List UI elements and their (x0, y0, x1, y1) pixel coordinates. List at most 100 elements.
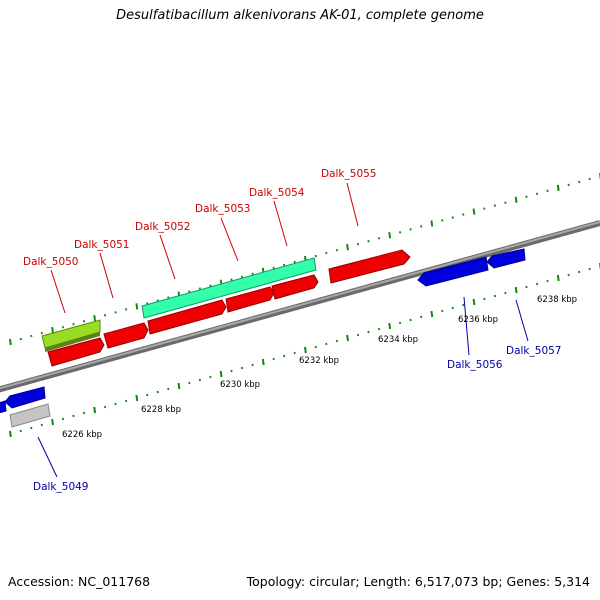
reverse-genes (0, 248, 526, 428)
bottom-scale-tick (93, 406, 97, 414)
top-scale-tick (578, 180, 581, 184)
bottom-scale-tick (462, 303, 465, 307)
gene-dalk-5050-shadow (45, 332, 100, 352)
top-scale-tick (314, 254, 317, 258)
top-scale-tick (441, 219, 444, 222)
bottom-scale-tick (61, 417, 65, 421)
bottom-scale-tick (546, 279, 549, 283)
label-dalk-5050: Dalk_5050 (23, 256, 79, 268)
top-scale-tick (114, 311, 117, 314)
top-scale-tick (135, 303, 139, 310)
bottom-scale-tick (420, 315, 423, 319)
top-scale-tick (472, 208, 476, 215)
bottom-scale-tick (135, 394, 139, 402)
genome-title: Desulfatibacillum alkenivorans AK-01, co… (116, 8, 484, 23)
gene-dalk-5056[interactable] (417, 256, 489, 287)
bottom-scale-tick (493, 294, 497, 298)
bottom-scale-tick (240, 366, 244, 370)
bottom-scale-tick (30, 426, 33, 430)
bottom-scale-tick (430, 310, 434, 318)
gene-blue-left-1[interactable] (4, 386, 46, 409)
top-scale-tick (567, 183, 570, 187)
bottom-scale-tick (209, 375, 212, 379)
top-scale-tick (430, 220, 434, 227)
label-dalk-5055: Dalk_5055 (321, 168, 377, 180)
bottom-scale-tick (103, 405, 107, 409)
gene-dalk-5051[interactable] (103, 322, 149, 349)
top-scale-tick (293, 260, 296, 264)
accession-text: Accession: NC_011768 (8, 574, 151, 589)
top-scale-tick (535, 192, 539, 196)
scale-label-6232: 6232 kbp (299, 356, 339, 366)
top-scale-tick (556, 184, 560, 191)
genome-summary-text: Topology: circular; Length: 6,517,073 bp… (246, 574, 590, 589)
bottom-scale-tick (198, 378, 202, 382)
gene-red-1[interactable] (47, 337, 105, 367)
bottom-scale-tick (272, 357, 275, 361)
bottom-scale-tick (293, 351, 296, 355)
gene-dalk-5049[interactable] (9, 403, 51, 428)
bottom-scale-tick (304, 346, 307, 354)
top-scale-tick (377, 237, 381, 240)
bottom-scale-tick (125, 399, 128, 403)
top-scale-tick (51, 327, 54, 334)
forward-genes (41, 249, 411, 367)
bottom-scale-track (9, 263, 600, 438)
label-leaders (37, 182, 529, 478)
top-gene-labels: Dalk_5050 Dalk_5051 Dalk_5052 Dalk_5053 … (23, 168, 377, 268)
gene-dalk-5057[interactable] (486, 248, 526, 269)
bottom-scale-tick (146, 393, 149, 397)
top-scale-tick (93, 315, 97, 322)
label-dalk-5051: Dalk_5051 (74, 239, 130, 251)
bottom-scale-tick (504, 291, 507, 295)
scale-label-6238: 6238 kbp (537, 295, 577, 305)
bottom-scale-tick (409, 318, 412, 322)
bottom-scale-tick (167, 387, 170, 391)
bottom-scale-tick (188, 381, 191, 385)
top-scale-tick (504, 201, 507, 204)
bottom-scale-tick (388, 322, 392, 330)
gene-red-3[interactable] (147, 299, 227, 335)
top-scale-tick (125, 308, 128, 311)
bottom-scale-tick (82, 411, 86, 415)
top-scale-tick (230, 278, 233, 281)
gene-blue-left-2[interactable] (0, 400, 7, 414)
scale-labels: 6226 kbp 6228 kbp 6230 kbp 6232 kbp 6234… (62, 295, 577, 440)
top-scale-tick (409, 228, 412, 231)
top-scale-tick (346, 244, 349, 251)
bottom-scale-tick (441, 309, 444, 313)
gene-red-4[interactable] (225, 286, 275, 313)
gene-red-5[interactable] (271, 274, 319, 300)
bottom-scale-tick (398, 321, 402, 325)
bottom-scale-tick (40, 423, 43, 427)
label-dalk-5052: Dalk_5052 (135, 221, 191, 233)
top-scale-tick (30, 334, 33, 338)
top-scale-tick (588, 177, 591, 181)
bottom-scale-tick (72, 414, 75, 418)
bottom-scale-tick (156, 390, 159, 394)
bottom-scale-tick (514, 286, 518, 294)
top-scale-tick (325, 251, 328, 255)
bottom-scale-tick (51, 418, 54, 426)
bottom-scale-tick (483, 297, 486, 301)
top-scale-tick (420, 225, 423, 228)
label-dalk-5053: Dalk_5053 (195, 203, 251, 215)
top-scale-tick (525, 195, 528, 198)
top-scale-tick (9, 338, 12, 346)
scale-label-6234: 6234 kbp (378, 335, 418, 345)
bottom-scale-tick (535, 282, 539, 286)
label-dalk-5056: Dalk_5056 (447, 359, 503, 371)
bottom-scale-tick (578, 270, 581, 274)
bottom-scale-tick (588, 267, 591, 271)
bottom-scale-tick (472, 298, 476, 306)
bottom-scale-tick (19, 429, 22, 433)
bottom-scale-tick (451, 306, 454, 310)
top-scale-tick (398, 231, 402, 234)
label-dalk-5049: Dalk_5049 (33, 481, 89, 493)
scale-label-6236: 6236 kbp (458, 315, 498, 325)
gene-dalk-5055[interactable] (328, 249, 411, 284)
bottom-scale-tick (335, 339, 338, 343)
gene-dalk-5052[interactable] (141, 257, 317, 319)
top-scale-tick (451, 216, 454, 219)
